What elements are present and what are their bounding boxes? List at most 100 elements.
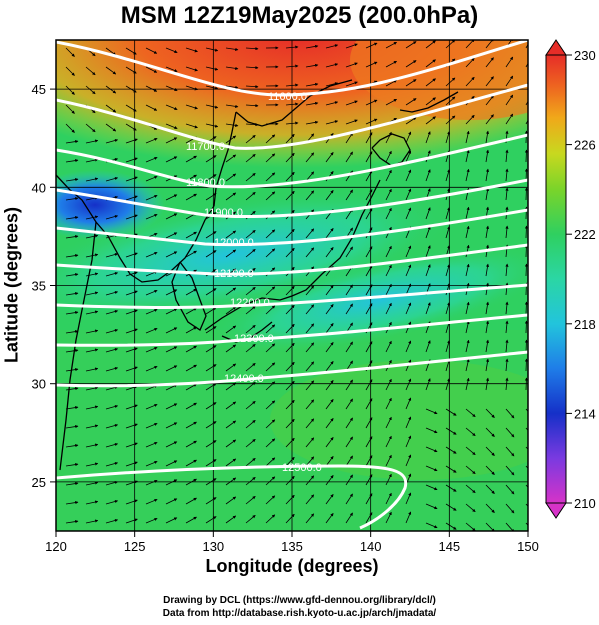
x-tick-label: 145: [438, 539, 460, 554]
wind-arrow: [325, 455, 334, 467]
wind-arrow: [285, 247, 295, 258]
wind-arrow: [105, 138, 119, 144]
wind-arrow: [85, 234, 99, 239]
wind-arrow: [225, 515, 237, 524]
wind-arrow: [225, 382, 237, 391]
wind-arrow: [85, 443, 99, 448]
contour-label-12100: 12100.0: [214, 268, 254, 280]
wind-arrow: [105, 309, 119, 315]
wind-arrow: [125, 309, 138, 315]
wind-arrow: [125, 480, 138, 486]
wind-arrow: [425, 150, 431, 163]
wind-arrow: [505, 94, 514, 106]
wind-arrow: [105, 461, 119, 467]
y-tick-label: 45: [32, 82, 46, 97]
wind-arrow: [225, 230, 237, 239]
wind-arrow: [165, 460, 178, 467]
wind-arrow: [405, 264, 412, 277]
wind-arrow: [205, 250, 217, 258]
wind-arrow: [525, 100, 528, 106]
wind-arrow: [525, 62, 528, 68]
wind-arrow: [65, 254, 79, 258]
wind-arrow: [165, 289, 178, 296]
wind-arrow: [485, 408, 495, 418]
wind-arrow: [365, 42, 378, 49]
wind-arrow: [265, 134, 276, 144]
wind-arrow: [505, 56, 514, 68]
wind-arrow: [285, 494, 295, 505]
wind-arrow: [185, 497, 197, 505]
wind-arrow: [205, 85, 219, 90]
wind-arrow: [105, 123, 117, 132]
wind-arrow: [465, 358, 470, 372]
wind-arrow: [305, 63, 319, 68]
wind-arrow: [305, 494, 315, 505]
wind-arrow: [225, 496, 237, 505]
wind-arrow: [145, 479, 158, 486]
wind-arrow: [365, 170, 373, 182]
wind-arrow: [445, 503, 457, 511]
wind-arrow: [445, 339, 451, 353]
y-tick-label: 25: [32, 475, 46, 490]
wind-arrow: [385, 98, 398, 106]
wind-arrow: [405, 302, 412, 315]
wind-arrow: [325, 151, 334, 163]
wind-arrow: [65, 178, 79, 182]
wind-arrow: [445, 465, 457, 473]
wind-arrow: [105, 404, 119, 410]
wind-arrow: [345, 436, 353, 448]
wind-arrow: [145, 194, 158, 201]
wind-arrow: [125, 328, 138, 334]
colorbar-tick-label: 214: [574, 406, 596, 421]
wind-arrow: [185, 345, 197, 353]
wind-arrow: [165, 251, 178, 258]
wind-arrow: [165, 213, 178, 220]
wind-arrow: [105, 518, 119, 524]
wind-arrow: [205, 174, 217, 182]
wind-arrow: [125, 66, 137, 74]
wind-arrow: [205, 459, 217, 467]
wind-arrow: [325, 44, 339, 49]
wind-arrow: [285, 152, 295, 163]
wind-arrow: [285, 380, 295, 391]
wind-arrow: [465, 206, 470, 220]
wind-arrow: [145, 85, 158, 92]
wind-arrow: [205, 364, 217, 372]
wind-arrow: [385, 79, 398, 87]
wind-arrow: [185, 326, 197, 334]
wind-arrow: [245, 439, 256, 448]
wind-arrow: [305, 152, 315, 163]
contour-label-12500: 12500.0: [282, 462, 322, 474]
wind-arrow: [65, 123, 75, 133]
wind-arrow: [65, 444, 79, 448]
wind-arrow: [85, 519, 99, 524]
wind-arrow: [125, 195, 138, 201]
wind-arrow: [65, 216, 79, 220]
wind-arrow: [325, 303, 334, 315]
wind-arrow: [245, 154, 256, 163]
wind-arrow: [225, 439, 237, 448]
wind-arrow: [505, 263, 509, 277]
wind-arrow: [305, 304, 315, 315]
wind-arrow: [165, 308, 178, 315]
contour-labels: 11600.0 11700.0 11800.0 11900.0 12000.0 …: [186, 91, 322, 474]
wind-arrow: [405, 511, 412, 524]
x-tick-label: 130: [202, 539, 224, 554]
wind-arrow: [125, 47, 137, 55]
wind-arrow: [245, 382, 256, 391]
wind-arrow: [205, 155, 217, 163]
wind-arrow: [145, 460, 158, 467]
wind-arrow: [225, 287, 237, 296]
wind-arrow: [165, 422, 178, 429]
wind-arrow: [165, 47, 178, 53]
wind-arrow: [165, 517, 178, 524]
wind-arrow: [405, 79, 417, 87]
wind-arrow: [145, 498, 158, 505]
contour-label-12400: 12400.0: [224, 373, 264, 385]
wind-arrow: [445, 225, 451, 239]
wind-arrow: [305, 101, 319, 106]
wind-arrow: [105, 442, 119, 448]
wind-arrow: [105, 252, 119, 258]
wind-arrow: [485, 263, 490, 277]
wind-arrow: [125, 518, 138, 524]
